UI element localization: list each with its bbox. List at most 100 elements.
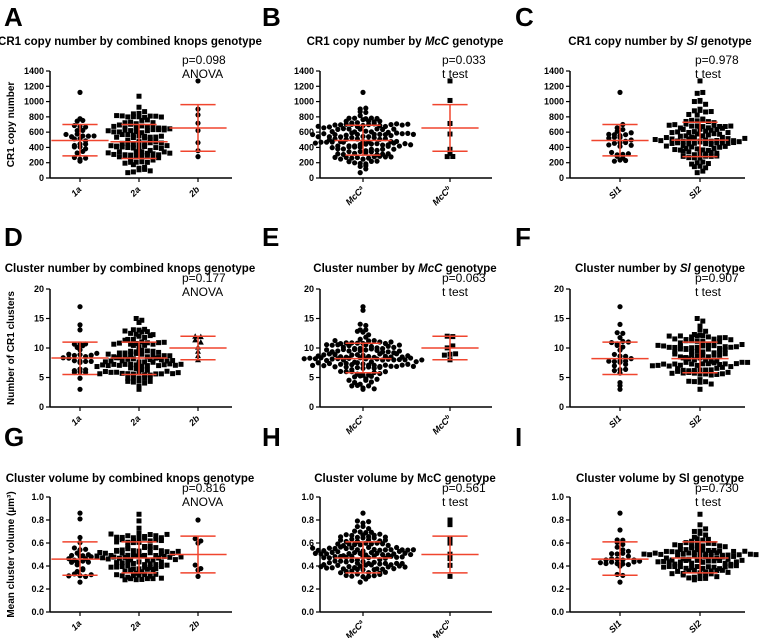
data-point (705, 346, 711, 352)
category-name: Sl2 (687, 618, 704, 635)
data-point (139, 347, 145, 353)
p-value: p=0.177 (182, 271, 226, 285)
data-point (142, 562, 148, 568)
data-point (321, 131, 327, 137)
data-point (611, 358, 618, 365)
data-point (711, 131, 717, 137)
data-point (606, 131, 612, 137)
title-part: Sl (687, 36, 699, 48)
y-tick-label: 20 (304, 284, 314, 294)
data-point (357, 579, 363, 585)
data-point (728, 337, 734, 343)
y-tick-label: 1400 (24, 66, 44, 76)
data-point (686, 111, 692, 117)
data-point (147, 573, 153, 579)
data-point (722, 544, 728, 550)
title-part: genotype (697, 36, 751, 48)
category-label: McCb (430, 618, 453, 638)
data-point (315, 134, 321, 140)
data-point (357, 144, 363, 150)
data-point (360, 117, 366, 123)
data-point (147, 333, 153, 339)
data-point (338, 134, 344, 140)
data-point (719, 140, 725, 146)
data-point (130, 142, 136, 148)
data-point (606, 142, 612, 148)
data-point (71, 352, 77, 359)
data-point (380, 126, 386, 133)
data-point (371, 135, 377, 141)
y-tick-label: 1200 (24, 81, 44, 91)
data-point (391, 126, 397, 132)
y-tick-label: 0.0 (301, 607, 314, 617)
data-point (363, 128, 369, 134)
data-point (703, 109, 709, 115)
data-point (374, 158, 380, 164)
panel-h: H Cluster volume by McC genotype 0.0 0.2 0.4… (262, 422, 496, 638)
data-point (130, 573, 136, 579)
data-point (694, 362, 700, 368)
title-part: Sl (680, 263, 692, 275)
data-point (617, 579, 623, 585)
data-point (150, 348, 156, 354)
data-point (691, 574, 697, 580)
data-point (625, 561, 632, 568)
test-name: t test (442, 495, 469, 509)
data-point (700, 565, 706, 571)
panel-c: C CR1 copy number by Sl genotype 0 200 400 60… (515, 2, 752, 201)
data-point (725, 369, 731, 375)
data-point (711, 145, 717, 151)
data-point (382, 362, 388, 368)
data-point (722, 335, 728, 341)
data-point (719, 134, 725, 140)
data-point (658, 138, 664, 144)
data-point (691, 164, 697, 170)
data-point (700, 333, 706, 339)
data-point (346, 144, 352, 150)
data-point (703, 569, 709, 575)
data-point (677, 542, 683, 548)
data-point (385, 564, 391, 570)
data-point (114, 560, 120, 566)
data-point (349, 135, 355, 141)
data-point (391, 146, 397, 152)
data-point (686, 556, 692, 562)
data-point (689, 117, 695, 123)
data-point (675, 549, 681, 555)
data-point (700, 537, 706, 543)
data-point (366, 383, 372, 389)
data-point (83, 358, 89, 365)
data-point (396, 342, 402, 348)
data-point (694, 557, 700, 563)
data-point (722, 361, 728, 367)
y-tick-label: 800 (549, 112, 564, 122)
data-point (77, 579, 83, 585)
data-point (371, 365, 377, 371)
data-point (388, 154, 394, 160)
category-name: 1a (69, 618, 83, 632)
data-point (128, 341, 134, 347)
data-point (329, 356, 335, 362)
data-point (133, 149, 139, 155)
data-point (413, 359, 419, 365)
data-point (125, 170, 131, 176)
data-point (119, 573, 125, 579)
data-point (377, 364, 383, 370)
data-point (310, 545, 316, 551)
data-point (136, 530, 142, 536)
data-point (133, 129, 139, 135)
data-point (139, 367, 145, 373)
data-point (122, 127, 128, 133)
data-point (694, 353, 700, 359)
data-point (717, 339, 723, 345)
data-point (167, 554, 173, 560)
y-tick-label: 5 (559, 373, 564, 383)
category-label: Sl1 (607, 618, 624, 635)
data-point (142, 545, 148, 551)
data-point (391, 566, 397, 572)
data-point (697, 576, 703, 582)
y-tick-label: 0.8 (31, 515, 44, 525)
data-point (686, 141, 692, 147)
data-point (167, 126, 173, 132)
